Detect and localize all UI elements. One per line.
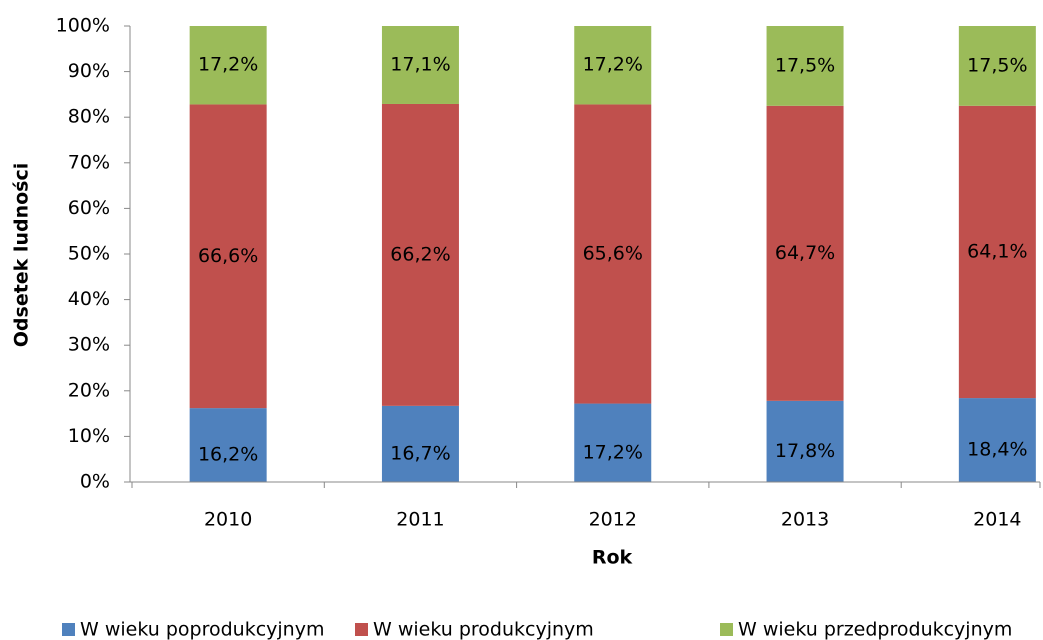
bar-segment (574, 104, 652, 404)
bar-segment (766, 26, 844, 106)
data-label: 16,7% (390, 442, 450, 464)
x-tick-label: 2013 (781, 509, 829, 531)
data-label: 65,6% (583, 243, 643, 265)
bar-segment (381, 26, 459, 104)
legend-swatch (62, 623, 75, 636)
data-label: 64,7% (775, 242, 835, 264)
data-label: 66,2% (390, 243, 450, 265)
bar-segment (189, 26, 267, 105)
bar-segment (574, 403, 652, 482)
data-label: 17,5% (967, 54, 1027, 76)
data-label: 17,2% (198, 54, 258, 76)
bar-segment (958, 105, 1036, 399)
bar-segment (189, 408, 267, 482)
legend-label: W wieku poprodukcyjnym (80, 619, 324, 640)
legend-label: W wieku produkcyjnym (373, 619, 594, 640)
data-label: 16,2% (198, 444, 258, 466)
data-label: 18,4% (967, 439, 1027, 461)
x-axis-title: Rok (592, 547, 633, 569)
legend-label: W wieku przedprodukcyjnym (738, 619, 1012, 640)
bar-segment (958, 26, 1036, 106)
x-tick-label: 2014 (973, 509, 1021, 531)
data-label: 64,1% (967, 240, 1027, 262)
bar-segment (766, 400, 844, 482)
bar-segment (574, 26, 652, 105)
y-tick-label: 60% (68, 197, 110, 219)
y-tick-label: 50% (68, 243, 110, 265)
bar-segment (189, 104, 267, 409)
legend-swatch (720, 623, 733, 636)
data-label: 17,2% (583, 54, 643, 76)
bar-segment (958, 398, 1036, 482)
data-label: 17,2% (583, 441, 643, 463)
x-tick-label: 2011 (396, 509, 444, 531)
y-tick-label: 80% (68, 106, 110, 128)
data-label: 17,8% (775, 440, 835, 462)
y-tick-label: 90% (68, 60, 110, 82)
y-axis-title: Odsetek ludności (11, 163, 33, 347)
y-tick-label: 70% (68, 151, 110, 173)
bar-segment (766, 105, 844, 401)
y-tick-label: 10% (68, 425, 110, 447)
data-label: 66,6% (198, 245, 258, 267)
y-tick-label: 0% (80, 471, 110, 493)
x-tick-label: 2010 (204, 509, 252, 531)
y-tick-label: 100% (56, 15, 110, 37)
data-label: 17,5% (775, 54, 835, 76)
y-tick-label: 30% (68, 334, 110, 356)
y-tick-label: 40% (68, 288, 110, 310)
bar-segment (381, 405, 459, 482)
bar-segment (381, 103, 459, 406)
legend-swatch (355, 623, 368, 636)
data-label: 17,1% (390, 53, 450, 75)
x-tick-label: 2012 (589, 509, 637, 531)
y-tick-label: 20% (68, 379, 110, 401)
